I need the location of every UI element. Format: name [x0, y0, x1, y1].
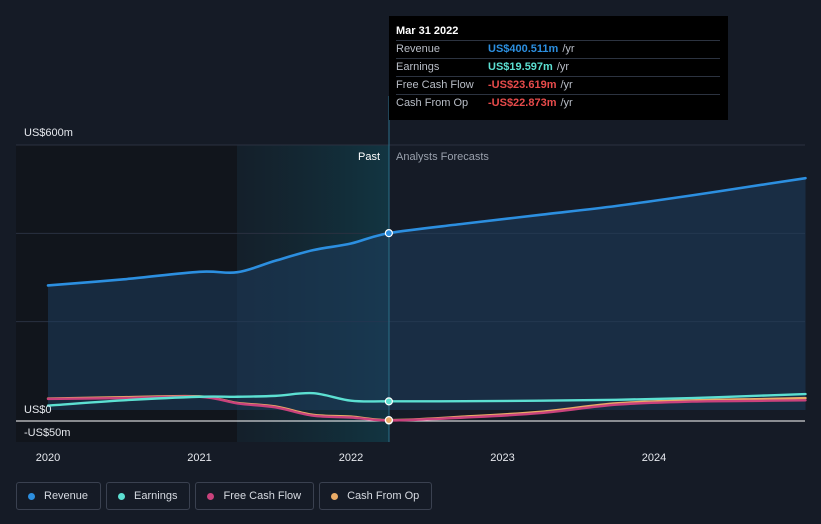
x-axis-tick-label: 2023 [490, 452, 514, 464]
tooltip-row-value: -US$23.619m [488, 79, 557, 91]
tooltip-row-value: US$400.511m [488, 43, 559, 55]
tooltip-row-name: Free Cash Flow [396, 79, 474, 91]
legend-item-free-cash-flow[interactable]: Free Cash Flow [195, 482, 315, 510]
current-markers [384, 229, 393, 425]
revenue-area-fill [48, 178, 806, 410]
tooltip-row-value: -US$22.873m [488, 97, 557, 109]
tooltip-row-unit: /yr [560, 79, 573, 91]
tooltip-row: Cash From Op -US$22.873m/yr [396, 94, 720, 112]
legend-label: Revenue [44, 490, 89, 502]
legend: Revenue Earnings Free Cash Flow Cash From O… [16, 482, 433, 512]
x-axis-tick-label: 2022 [339, 452, 363, 464]
tooltip-row-unit: /yr [560, 97, 573, 109]
x-axis-tick-label: 2021 [187, 452, 211, 464]
tooltip-row-name: Earnings [396, 61, 440, 73]
marker-earnings [384, 397, 393, 406]
x-axis-tick-label: 2024 [642, 452, 666, 464]
tooltip-row: Revenue US$400.511m/yr [396, 40, 720, 58]
series-lines [46, 176, 807, 422]
legend-dot-icon [28, 492, 35, 500]
legend-dot-icon [331, 492, 339, 500]
forecast-label: Analysts Forecasts [396, 151, 489, 163]
marker-cash-from-op [384, 416, 393, 425]
legend-item-revenue[interactable]: Revenue [16, 482, 102, 510]
tooltip-row-name: Revenue [396, 43, 441, 55]
x-axis-labels: 2020 2021 2022 2023 2024 [36, 452, 666, 464]
tooltip-row-unit: /yr [556, 61, 570, 73]
y-axis-label: US$600m [24, 127, 73, 139]
legend-label: Free Cash Flow [223, 490, 302, 502]
tooltip-row-name: Cash From Op [396, 97, 469, 109]
legend-dot-icon [118, 492, 126, 500]
tooltip-row-unit: /yr [562, 43, 575, 55]
legend-label: Cash From Op [347, 490, 420, 502]
y-axis-label: US$0 [24, 404, 52, 416]
past-label: Past [358, 151, 380, 163]
tooltip-row: Free Cash Flow -US$23.619m/yr [396, 76, 720, 94]
revenue-area [48, 178, 806, 410]
tooltip-row-value: US$19.597m [488, 61, 553, 73]
tooltip-date: Mar 31 2022 [396, 25, 459, 37]
tooltip-row: Earnings US$19.597m/yr [396, 58, 720, 76]
series-line-earnings [46, 391, 807, 407]
y-axis-label: -US$50m [24, 427, 70, 439]
legend-item-earnings[interactable]: Earnings [106, 482, 191, 510]
tooltip: Mar 31 2022 Revenue US$400.511m/yr Earning… [389, 16, 728, 120]
x-axis-tick-label: 2020 [36, 452, 60, 464]
legend-dot-icon [207, 492, 215, 500]
marker-revenue [384, 229, 393, 238]
legend-label: Earnings [134, 490, 178, 502]
legend-item-cash-from-op[interactable]: Cash From Op [319, 482, 433, 510]
series-line-revenue [46, 176, 807, 287]
y-axis-labels: US$600m US$0 -US$50m [24, 127, 73, 439]
